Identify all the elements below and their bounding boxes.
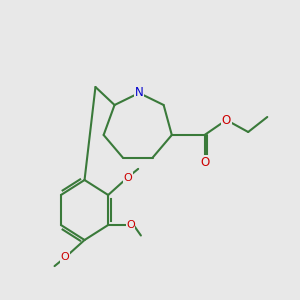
Text: O: O <box>200 155 209 169</box>
Text: O: O <box>123 173 132 183</box>
Text: O: O <box>61 252 69 262</box>
Text: O: O <box>126 220 135 230</box>
Text: N: N <box>135 86 143 100</box>
Text: O: O <box>222 113 231 127</box>
